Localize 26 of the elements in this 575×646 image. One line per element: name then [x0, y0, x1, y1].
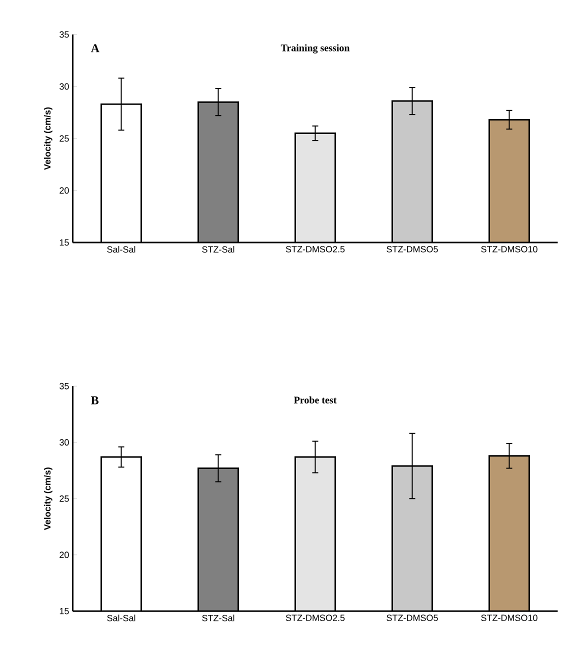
x-tick-label: STZ-DMSO2.5	[286, 246, 345, 252]
y-tick-label: 15	[60, 239, 69, 246]
x-tick-label: STZ-Sal	[202, 614, 234, 622]
y-tick-label: 20	[60, 552, 69, 558]
text: Training session	[280, 44, 350, 54]
x-tick-label: STZ-DMSO5	[386, 246, 438, 252]
x-tick-label: STZ-DMSO5	[386, 614, 438, 622]
text: Probe test	[294, 396, 337, 404]
annotation: B	[91, 396, 98, 404]
y-tick-label: 35	[60, 382, 69, 390]
y-tick-label: 20	[60, 187, 69, 194]
x-tick-label: STZ-DMSO10	[481, 246, 538, 252]
x-tick-label: STZ-DMSO10	[481, 614, 538, 622]
x-tick-label: STZ-DMSO2.5	[286, 614, 345, 622]
x-tick-label: STZ-Sal	[202, 246, 234, 253]
y-tick-label: 15	[60, 608, 69, 614]
x-tick-label: Sal-Sal	[107, 614, 136, 622]
y-tick-label: 30	[60, 439, 69, 446]
y-tick-label: 25	[60, 135, 69, 142]
y-tick-label: 30	[60, 83, 69, 90]
y-axis-title: Velocity (cm/s)	[44, 107, 52, 170]
y-tick-label: 25	[60, 495, 69, 502]
x-tick-label: Sal-Sal	[107, 246, 136, 253]
y-tick-label: 35	[60, 31, 69, 38]
y-axis-title: Velocity (cm/s)	[44, 468, 52, 530]
annotation: A	[90, 44, 100, 52]
